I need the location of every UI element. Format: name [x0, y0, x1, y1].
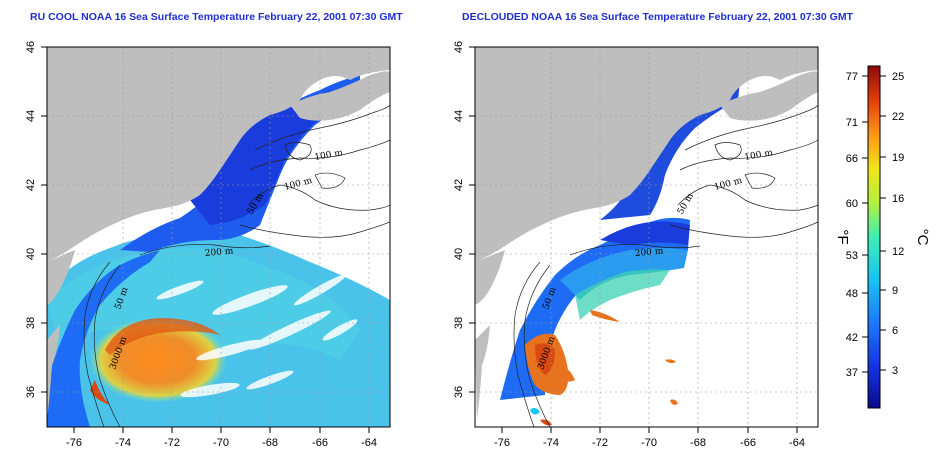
left-sst-map: 100 m 100 m 50 m 200 m 50 m 3000 m -76 -…: [25, 41, 391, 449]
right-lon-tick-label: -70: [641, 437, 657, 449]
right-lat-tick-label: 46: [453, 41, 465, 53]
left-lat-tick-label: 44: [25, 110, 37, 122]
fahrenheit-tick-label: 48: [846, 288, 858, 300]
fahrenheit-tick-label: 53: [846, 250, 858, 262]
celsius-tick-label: 25: [892, 71, 904, 83]
fahrenheit-tick-label: 60: [846, 198, 858, 210]
fahrenheit-tick-label: 66: [846, 153, 858, 165]
left-lon-tick-label: -64: [361, 437, 377, 449]
left-lat-tick-label: 42: [25, 179, 37, 191]
right-axis-ticks: [469, 46, 798, 433]
left-contour-label: 200 m: [204, 246, 234, 258]
right-sst-map: 100 m 100 m 50 m 200 m 50 m 3000 m -76 -…: [453, 41, 819, 449]
colorbar-gradient: [867, 65, 881, 409]
left-lat-tick-label: 36: [25, 386, 37, 398]
right-lon-tick-label: -74: [543, 437, 559, 449]
celsius-tick-label: 9: [892, 285, 898, 297]
right-bathymetry-contours: [513, 104, 818, 427]
right-lat-tick-label: 44: [453, 110, 465, 122]
left-lat-tick-label: 38: [25, 317, 37, 329]
right-contour-label: 200 m: [634, 246, 664, 258]
right-lon-tick-label: -64: [789, 437, 805, 449]
celsius-tick-label: 16: [892, 193, 904, 205]
left-lon-tick-label: -76: [66, 437, 82, 449]
left-cloud-speckles: [156, 274, 358, 398]
left-lon-tick-label: -66: [312, 437, 328, 449]
celsius-tick-label: 3: [892, 365, 898, 377]
celsius-unit-label: °C: [914, 229, 931, 246]
fahrenheit-tick-label: 42: [846, 332, 858, 344]
right-lon-tick-label: -76: [494, 437, 510, 449]
left-lon-tick-label: -74: [115, 437, 131, 449]
temperature-colorbar: 77 71 66 60 53 48 42 37 25 22 19 16 12 9…: [834, 65, 931, 409]
left-map-title: RU COOL NOAA 16 Sea Surface Temperature …: [30, 11, 403, 23]
left-lat-tick-label: 46: [25, 41, 37, 53]
colorbar-ticks: [862, 75, 886, 373]
right-map-title: DECLOUDED NOAA 16 Sea Surface Temperatur…: [462, 11, 853, 23]
left-lat-tick-label: 40: [25, 248, 37, 260]
right-lat-tick-label: 38: [453, 317, 465, 329]
left-axis-ticks: [41, 46, 370, 433]
left-lon-tick-label: -68: [262, 437, 278, 449]
left-graticule: [47, 47, 390, 427]
celsius-tick-label: 6: [892, 325, 898, 337]
right-lat-tick-label: 40: [453, 248, 465, 260]
right-lon-tick-label: -68: [690, 437, 706, 449]
right-lat-tick-label: 42: [453, 179, 465, 191]
fahrenheit-unit-label: °F: [834, 229, 851, 244]
right-lat-tick-label: 36: [453, 386, 465, 398]
left-lon-tick-label: -72: [164, 437, 180, 449]
celsius-tick-label: 19: [892, 152, 904, 164]
right-contour-label: 100 m: [744, 148, 774, 163]
celsius-tick-label: 12: [892, 246, 904, 258]
left-contour-label: 100 m: [314, 148, 344, 163]
celsius-tick-label: 22: [892, 111, 904, 123]
fahrenheit-tick-label: 77: [846, 71, 858, 83]
right-lon-tick-label: -72: [592, 437, 608, 449]
left-lon-tick-label: -70: [213, 437, 229, 449]
fahrenheit-tick-label: 71: [846, 117, 858, 129]
fahrenheit-tick-label: 37: [846, 367, 858, 379]
right-lon-tick-label: -66: [740, 437, 756, 449]
right-graticule: [475, 47, 818, 427]
